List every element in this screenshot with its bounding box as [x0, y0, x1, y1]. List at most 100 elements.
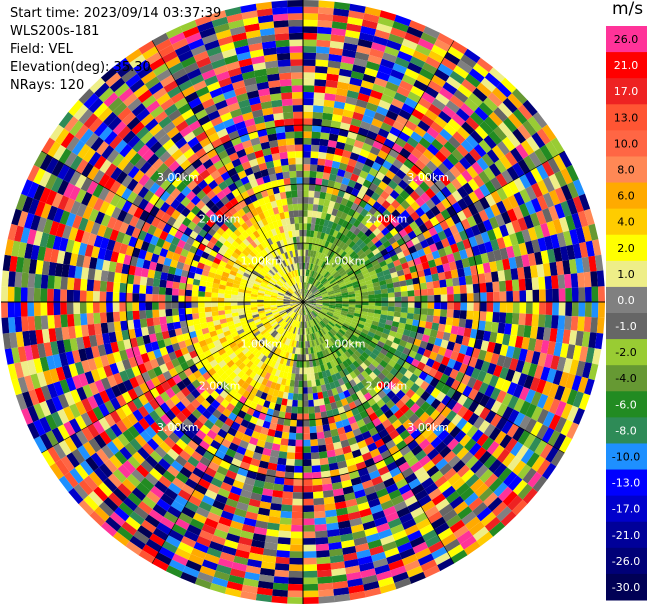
- range-gate: [502, 406, 514, 421]
- range-gate: [224, 305, 232, 311]
- range-gate: [412, 319, 420, 327]
- range-gate: [304, 321, 306, 329]
- range-gate: [513, 398, 525, 413]
- range-gate: [588, 363, 599, 381]
- range-gate: [284, 338, 289, 345]
- range-gate: [131, 487, 146, 501]
- range-gate: [286, 197, 293, 205]
- range-gate: [321, 350, 327, 358]
- range-gate: [285, 316, 291, 323]
- range-gate: [368, 412, 379, 422]
- range-gate: [333, 441, 343, 450]
- range-gate: [281, 431, 290, 440]
- range-gate: [149, 467, 163, 481]
- range-gate: [316, 556, 331, 565]
- range-gate: [353, 315, 361, 321]
- range-gate: [241, 373, 249, 382]
- range-gate: [309, 432, 318, 440]
- range-gate: [482, 330, 491, 342]
- range-gate: [86, 313, 95, 325]
- range-gate: [461, 511, 477, 526]
- range-gate: [452, 317, 460, 327]
- range-gate: [276, 550, 290, 558]
- range-gate: [338, 370, 346, 378]
- range-gate: [493, 482, 508, 497]
- range-gate: [257, 580, 274, 590]
- range-gate: [488, 427, 502, 441]
- range-gate: [332, 326, 339, 333]
- range-gate: [330, 475, 342, 484]
- range-gate: [335, 364, 343, 373]
- range-gate: [414, 407, 425, 419]
- range-gate: [307, 386, 313, 394]
- range-gate: [498, 312, 507, 324]
- range-gate: [347, 328, 355, 335]
- range-gate: [359, 473, 372, 484]
- range-gate: [347, 311, 355, 316]
- range-gate: [560, 387, 572, 404]
- range-gate: [295, 446, 303, 453]
- range-gate: [365, 533, 381, 543]
- range-gate: [47, 275, 55, 289]
- range-gate: [241, 455, 253, 465]
- range-gate: [318, 398, 325, 406]
- range-gate: [527, 471, 542, 488]
- range-gate: [329, 360, 336, 368]
- range-gate: [166, 465, 180, 478]
- range-gate: [303, 151, 311, 158]
- range-gate: [92, 291, 100, 302]
- range-gate: [419, 411, 430, 423]
- range-gate: [240, 419, 250, 428]
- range-gate: [243, 413, 253, 422]
- range-gate: [350, 422, 360, 431]
- range-gate: [359, 562, 375, 572]
- range-gate: [401, 467, 414, 479]
- range-gate: [366, 355, 375, 364]
- range-gate: [280, 336, 286, 343]
- range-gate: [313, 325, 318, 332]
- range-gate: [191, 450, 203, 462]
- range-gate: [303, 577, 318, 585]
- range-gate: [342, 368, 350, 376]
- range-gate: [53, 288, 61, 302]
- range-gate: [488, 521, 506, 537]
- range-gate: [303, 183, 310, 191]
- range-gate: [455, 482, 470, 496]
- range-gate: [433, 308, 441, 317]
- range-gate: [122, 497, 138, 512]
- range-gate: [181, 407, 192, 419]
- range-gate: [324, 333, 330, 341]
- range-gate: [275, 397, 283, 405]
- range-gate: [343, 332, 351, 340]
- range-gate: [332, 488, 344, 497]
- range-gate: [217, 444, 229, 455]
- range-gate: [224, 302, 231, 307]
- range-gate: [327, 322, 334, 329]
- range-gate: [547, 341, 556, 356]
- range-gate: [256, 587, 273, 596]
- range-gate: [316, 302, 323, 305]
- range-gate: [247, 393, 256, 402]
- range-gate: [166, 448, 180, 461]
- range-gate: [315, 316, 321, 323]
- range-gate: [459, 434, 472, 447]
- range-gate: [331, 567, 347, 577]
- range-gate: [321, 307, 329, 311]
- range-gate: [298, 341, 301, 348]
- range-gate: [311, 458, 321, 466]
- range-gate: [200, 399, 211, 410]
- range-gate: [345, 358, 353, 366]
- range-gate: [298, 308, 301, 315]
- range-gate: [263, 364, 271, 373]
- range-gate: [245, 360, 254, 369]
- range-gate: [435, 498, 450, 512]
- range-gate: [527, 337, 537, 352]
- range-gate: [307, 340, 311, 348]
- range-gate: [306, 360, 310, 368]
- range-gate: [414, 352, 423, 362]
- range-gate: [265, 393, 273, 402]
- range-gate: [429, 329, 438, 338]
- range-gate: [274, 403, 282, 412]
- range-gate: [583, 316, 592, 333]
- range-gate: [360, 514, 374, 524]
